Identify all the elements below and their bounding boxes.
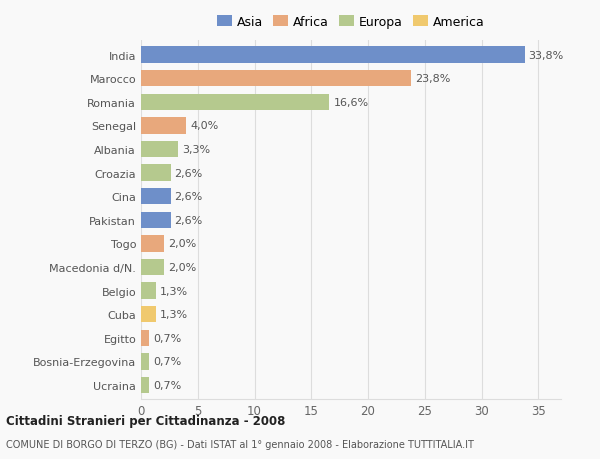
Bar [141, 212, 170, 229]
Text: 1,3%: 1,3% [160, 309, 188, 319]
Text: 2,6%: 2,6% [175, 168, 203, 178]
Text: 4,0%: 4,0% [190, 121, 218, 131]
Bar [141, 118, 187, 134]
Text: 33,8%: 33,8% [529, 50, 564, 61]
Bar [141, 47, 524, 64]
Text: 1,3%: 1,3% [160, 286, 188, 296]
Bar [141, 353, 149, 370]
Text: 2,0%: 2,0% [167, 263, 196, 273]
Text: Cittadini Stranieri per Cittadinanza - 2008: Cittadini Stranieri per Cittadinanza - 2… [6, 414, 286, 428]
Text: 0,7%: 0,7% [153, 357, 181, 367]
Text: 0,7%: 0,7% [153, 380, 181, 390]
Text: 3,3%: 3,3% [182, 145, 211, 155]
Bar [141, 330, 149, 347]
Text: 2,6%: 2,6% [175, 215, 203, 225]
Bar [141, 165, 170, 181]
Bar [141, 283, 156, 299]
Bar [141, 189, 170, 205]
Text: 2,0%: 2,0% [167, 239, 196, 249]
Text: COMUNE DI BORGO DI TERZO (BG) - Dati ISTAT al 1° gennaio 2008 - Elaborazione TUT: COMUNE DI BORGO DI TERZO (BG) - Dati IST… [6, 440, 474, 449]
Bar [141, 235, 164, 252]
Bar [141, 141, 178, 158]
Bar [141, 306, 156, 323]
Bar [141, 94, 329, 111]
Bar [141, 259, 164, 276]
Text: 0,7%: 0,7% [153, 333, 181, 343]
Bar [141, 71, 411, 87]
Text: 16,6%: 16,6% [334, 98, 368, 107]
Bar [141, 377, 149, 393]
Text: 23,8%: 23,8% [415, 74, 451, 84]
Text: 2,6%: 2,6% [175, 192, 203, 202]
Legend: Asia, Africa, Europa, America: Asia, Africa, Europa, America [215, 13, 487, 32]
